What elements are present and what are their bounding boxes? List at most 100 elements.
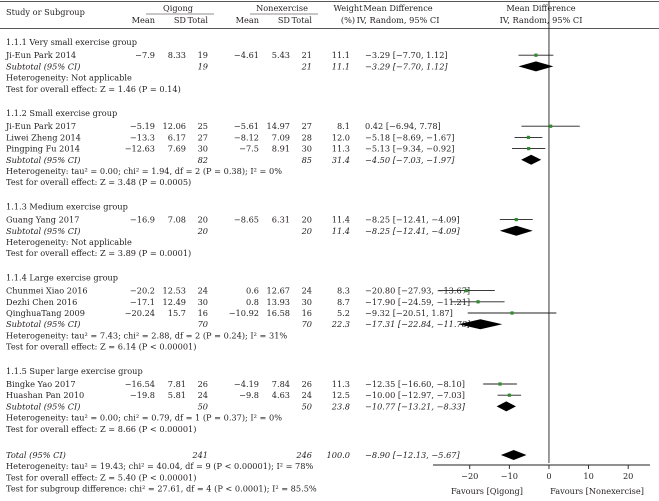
overall-effect-text: Test for overall effect: Z = 1.46 (P = 0… [6, 84, 181, 94]
study-q-sd: 12.53 [163, 286, 186, 296]
header-q-total: Total [187, 15, 208, 25]
subtotal-ci: −8.25 [−12.41, −4.09] [365, 226, 460, 236]
overall-effect-text: Test for overall effect: Z = 3.48 (P = 0… [6, 177, 191, 187]
total-n-total: 246 [295, 450, 312, 460]
study-q-total: 26 [198, 379, 208, 389]
study-q-total: 20 [198, 215, 208, 225]
study-name: Chunmei Xiao 2016 [6, 286, 88, 296]
subtotal-ci: −3.29 [−7.70, 1.12] [365, 61, 448, 71]
study-n-total: 27 [302, 121, 312, 131]
footer-text: Heterogeneity: tau² = 19.43; chi² = 40.0… [6, 461, 313, 471]
study-n-sd: 4.63 [272, 390, 290, 400]
point-estimate-marker [534, 53, 538, 57]
study-name: Pingping Fu 2014 [6, 144, 80, 154]
point-estimate-marker [527, 147, 531, 151]
header-nonexercise: Nonexercise [256, 3, 308, 13]
subtotal-n-total: 70 [302, 319, 312, 329]
study-weight: 11.3 [332, 144, 350, 154]
study-ci: −20.80 [−27.93, −13.67] [365, 286, 470, 296]
subtotal-ci: −17.31 [−22.84, −11.78] [365, 319, 471, 329]
group-title: 1.1.1 Very small exercise group [6, 37, 137, 47]
subtotal-q-total: 19 [198, 61, 208, 71]
header-weight: Weight [333, 3, 363, 13]
study-q-sd: 6.17 [168, 132, 186, 142]
x-tick-label: −10 [501, 471, 518, 481]
study-q-sd: 7.08 [168, 215, 186, 225]
study-n-sd: 12.67 [267, 286, 290, 296]
study-n-total: 26 [302, 379, 312, 389]
subtotal-q-total: 70 [198, 319, 208, 329]
study-name: Bingke Yao 2017 [6, 379, 76, 389]
study-n-sd: 14.97 [267, 121, 290, 131]
study-n-mean: −9.8 [239, 390, 259, 400]
overall-effect-text: Test for overall effect: Z = 3.89 (P = 0… [6, 248, 191, 258]
study-q-total: 27 [198, 132, 208, 142]
study-n-sd: 7.84 [272, 379, 290, 389]
study-n-total: 24 [302, 390, 312, 400]
total-q-total: 241 [191, 450, 208, 460]
study-n-sd: 8.91 [272, 144, 290, 154]
subtotal-diamond [499, 225, 533, 236]
point-estimate-marker [526, 135, 531, 139]
study-ci: −5.13 [−9.34, −0.92] [365, 144, 454, 154]
subtotal-diamond [458, 319, 503, 330]
study-ci: 0.42 [−6.94, 7.78] [365, 121, 441, 131]
group-title: 1.1.3 Medium exercise group [6, 201, 128, 211]
study-n-total: 24 [302, 286, 312, 296]
study-ci: −5.18 [−8.69, −1.67] [365, 132, 454, 142]
study-n-sd: 16.58 [267, 308, 290, 318]
study-ci: −17.90 [−24.59, −11.21] [365, 297, 470, 307]
study-name: Guang Yang 2017 [6, 215, 79, 225]
favours-left-label: Favours [Qigong] [451, 486, 523, 496]
header-q-sd: SD [174, 15, 187, 25]
study-n-sd: 7.09 [272, 132, 290, 142]
point-estimate-marker [514, 218, 518, 222]
study-weight: 12.0 [332, 132, 350, 142]
study-name: Huashan Pan 2010 [6, 390, 84, 400]
point-estimate-marker [498, 382, 502, 386]
study-weight: 8.1 [337, 121, 350, 131]
overall-effect-text: Test for overall effect: Z = 8.66 (P < 0… [6, 424, 196, 434]
subtotal-weight: 23.8 [331, 401, 350, 411]
header-md-right: Mean Difference [506, 3, 575, 13]
study-n-mean: −5.61 [234, 121, 259, 131]
study-name: Ji-Eun Park 2014 [5, 50, 76, 60]
heterogeneity-text: Heterogeneity: tau² = 0.00; chi² = 0.79,… [6, 413, 282, 423]
x-tick-label: 0 [546, 471, 551, 481]
header-study: Study or Subgroup [6, 7, 85, 17]
subtotal-n-total: 50 [302, 401, 312, 411]
x-tick-label: 10 [583, 471, 593, 481]
subtotal-diamond [521, 154, 542, 165]
study-name: QinghuaTang 2009 [6, 308, 85, 318]
study-q-mean: −16.54 [125, 379, 155, 389]
subtotal-diamond [496, 401, 516, 412]
header-weight-unit: (%) [341, 15, 355, 25]
study-q-mean: −12.63 [125, 144, 155, 154]
footer-text: Test for overall effect: Z = 5.40 (P < 0… [6, 472, 196, 482]
footer-text: Test for subgroup difference: chi² = 27.… [6, 484, 317, 494]
study-q-total: 16 [198, 308, 208, 318]
study-q-total: 24 [198, 286, 208, 296]
point-estimate-marker [507, 393, 511, 397]
study-n-total: 21 [302, 50, 312, 60]
study-q-sd: 7.81 [168, 379, 186, 389]
subtotal-q-total: 82 [198, 155, 208, 165]
study-weight: 8.7 [337, 297, 350, 307]
group-title: 1.1.2 Small exercise group [6, 108, 117, 118]
subtotal-n-total: 20 [301, 226, 312, 236]
study-weight: 11.1 [332, 50, 350, 60]
study-n-mean: −8.12 [234, 132, 259, 142]
study-q-sd: 15.7 [168, 308, 186, 318]
heterogeneity-text: Heterogeneity: tau² = 0.00; chi² = 1.94,… [6, 166, 282, 176]
heterogeneity-text: Heterogeneity: Not applicable [6, 73, 132, 83]
study-n-total: 20 [302, 215, 312, 225]
study-n-mean: 0.6 [246, 286, 259, 296]
study-ci: −10.00 [−12.97, −7.03] [365, 390, 465, 400]
x-tick-label: −20 [461, 471, 478, 481]
heterogeneity-text: Heterogeneity: tau² = 7.43; chi² = 2.88,… [6, 330, 287, 340]
subtotal-ci: −4.50 [−7.03, −1.97] [365, 155, 455, 165]
subtotal-n-total: 21 [301, 61, 312, 71]
header-md-left-sub: IV, Random, 95% CI [357, 15, 440, 25]
subtotal-q-total: 50 [198, 401, 208, 411]
subtotal-n-total: 85 [302, 155, 312, 165]
